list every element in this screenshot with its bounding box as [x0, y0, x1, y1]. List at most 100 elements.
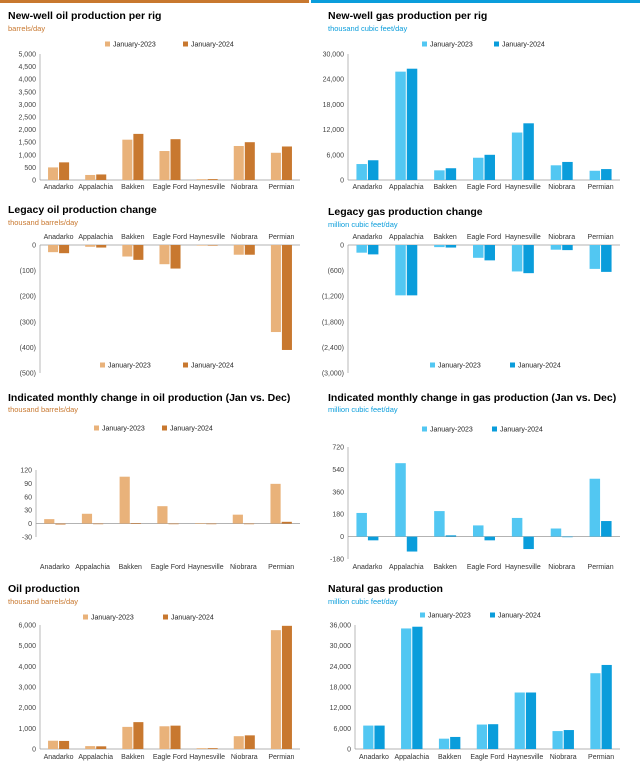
legend-swatch: [510, 362, 515, 368]
bar-2024-permian: [601, 664, 612, 749]
legend-swatch: [94, 425, 99, 431]
y-tick-label: 540: [332, 467, 344, 474]
bar-2024-anadarko: [59, 162, 70, 180]
bar-2023-anadarko: [356, 164, 367, 180]
bar-2023-permian: [270, 152, 281, 180]
y-tick-label: 180: [332, 512, 344, 519]
legend-label: January-2024: [500, 427, 543, 434]
category-label: Eagle Ford: [467, 234, 501, 241]
category-label: Haynesville: [188, 564, 224, 571]
bar-2024-appalachia: [96, 746, 107, 749]
category-label: Niobrara: [230, 564, 257, 571]
y-tick-label: 6,000: [333, 726, 351, 733]
bar-2024-haynesville: [523, 123, 534, 180]
bar-2023-appalachia: [401, 628, 412, 749]
category-label: Appalachia: [389, 234, 424, 241]
y-tick-label: 24,000: [330, 664, 352, 671]
category-label: Bakken: [433, 184, 456, 191]
legend-label: January-2024: [171, 615, 214, 622]
bar-2023-haynesville: [195, 523, 206, 524]
legend-swatch: [105, 41, 110, 47]
y-tick-label: (600): [328, 268, 344, 275]
category-label: Permian: [268, 754, 294, 761]
chart-title: New-well oil production per rig: [8, 10, 162, 22]
bar-2023-appalachia: [85, 245, 96, 247]
y-tick-label: 360: [332, 489, 344, 496]
bar-2023-eagle-ford: [476, 724, 487, 749]
category-label: Bakken: [121, 184, 144, 191]
legend-swatch: [422, 41, 427, 47]
category-label: Permian: [588, 234, 614, 241]
bar-2023-haynesville: [511, 132, 523, 180]
bar-2024-eagle-ford: [168, 523, 179, 525]
chart-subtitle: barrels/day: [8, 24, 46, 33]
chart-title: Indicated monthly change in oil producti…: [8, 392, 291, 404]
category-label: Anadarko: [40, 564, 70, 571]
bar-2024-permian: [281, 625, 292, 749]
category-label: Appalachia: [389, 184, 424, 191]
y-tick-label: 6,000: [18, 623, 36, 630]
bar-2024-permian: [601, 169, 612, 180]
bar-2023-appalachia: [81, 513, 93, 524]
bar-2024-eagle-ford: [488, 724, 499, 749]
bar-2024-bakken: [445, 245, 457, 248]
category-label: Haynesville: [189, 754, 225, 761]
category-label: Bakken: [121, 234, 144, 241]
y-tick-label: 0: [28, 521, 32, 528]
legend-swatch: [490, 612, 495, 618]
legend-swatch: [494, 41, 499, 47]
bar-2024-niobrara: [562, 161, 573, 180]
legend-swatch: [162, 425, 167, 431]
legend-label: January-2023: [91, 615, 134, 622]
bar-2023-haynesville: [196, 179, 207, 180]
legend-swatch: [492, 426, 497, 432]
bar-2024-niobrara: [244, 245, 255, 255]
category-label: Appalachia: [78, 234, 113, 241]
category-label: Anadarko: [44, 754, 74, 761]
category-label: Appalachia: [78, 184, 113, 191]
bar-2023-permian: [589, 245, 601, 269]
category-label: Appalachia: [394, 754, 429, 761]
y-tick-label: 4,000: [18, 77, 36, 84]
bar-2023-niobrara: [232, 514, 243, 524]
bar-2023-niobrara: [550, 165, 562, 180]
bar-2023-haynesville: [511, 517, 523, 537]
category-label: Eagle Ford: [467, 564, 501, 571]
y-tick-label: 120: [20, 468, 32, 475]
category-label: Bakken: [433, 564, 456, 571]
bar-2023-appalachia: [395, 245, 406, 296]
legend-label: January-2024: [191, 363, 234, 370]
category-label: Haynesville: [505, 234, 541, 241]
y-tick-label: (200): [20, 294, 36, 301]
bar-2023-bakken: [119, 476, 130, 524]
bar-2023-niobrara: [550, 245, 562, 250]
legend-swatch: [422, 426, 427, 432]
bar-2024-anadarko: [374, 725, 385, 749]
chart-title: Legacy gas production change: [328, 206, 483, 218]
legend-swatch: [83, 614, 88, 620]
category-label: Bakken: [119, 564, 142, 571]
y-tick-label: 30: [24, 508, 32, 515]
y-tick-label: 12,000: [330, 705, 352, 712]
y-tick-label: (1,200): [322, 294, 344, 301]
category-label: Permian: [268, 234, 294, 241]
chart-subtitle: million cubic feet/day: [328, 405, 398, 414]
bar-2023-appalachia: [395, 463, 406, 537]
category-label: Eagle Ford: [153, 754, 187, 761]
bar-2024-permian: [281, 146, 292, 180]
bar-2023-haynesville: [511, 245, 523, 272]
y-tick-label: -180: [330, 557, 344, 564]
chart-subtitle: million cubic feet/day: [328, 597, 398, 606]
y-tick-label: 720: [332, 445, 344, 452]
bar-2024-permian: [601, 245, 612, 272]
y-tick-label: 36,000: [330, 623, 352, 630]
category-label: Haynesville: [505, 184, 541, 191]
y-tick-label: 30,000: [330, 643, 352, 650]
bar-2023-permian: [589, 170, 601, 180]
bar-2024-eagle-ford: [484, 245, 495, 261]
bar-2024-niobrara: [562, 536, 573, 538]
bar-2024-bakken: [133, 245, 144, 260]
y-tick-label: 3,000: [18, 685, 36, 692]
